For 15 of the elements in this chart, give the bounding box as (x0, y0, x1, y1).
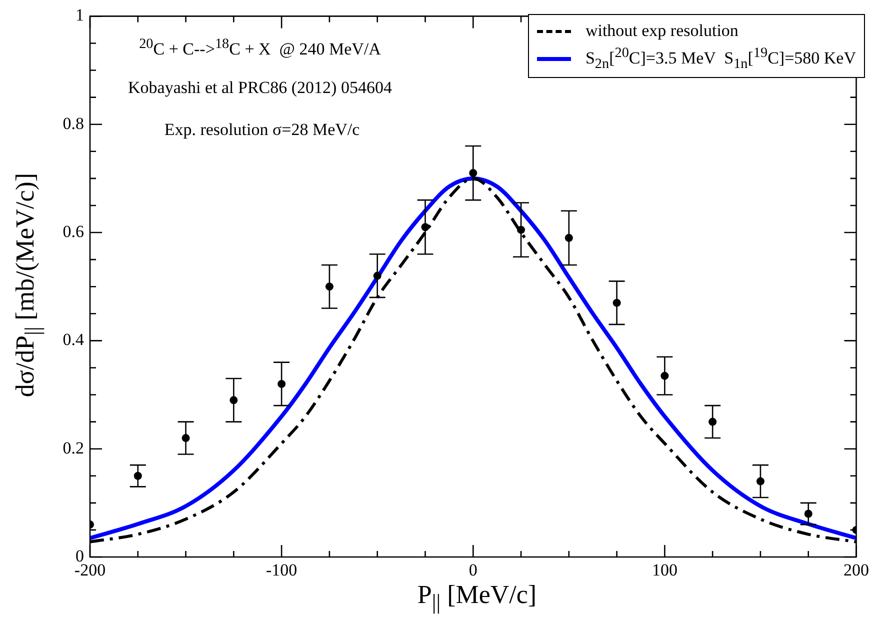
x-tick-label: -100 (266, 560, 298, 580)
y-tick-label: 0.8 (62, 114, 84, 133)
y-tick-label: 0.4 (62, 330, 84, 350)
annotation: Kobayashi et al PRC86 (2012) 054604 (128, 78, 392, 98)
y-tick-label: 1 (76, 6, 84, 25)
x-tick-label: 100 (652, 560, 678, 580)
y-tick-label: 0.6 (62, 222, 84, 241)
annotation: Exp. resolution σ=28 MeV/c (164, 120, 360, 140)
legend-label: without exp resolution (585, 21, 738, 41)
x-tick-label: 200 (844, 560, 869, 580)
x-axis-title: P$_{||}$ [MeV/c] (417, 580, 537, 616)
text: S$_{2n}$[$^{20}$C]=3.5 MeV S$_{1n}$[$^{19}$C]=580 KeV (585, 44, 856, 72)
x-tick-label: 0 (468, 560, 478, 580)
annotation: $^{20}$C + C-->$^{18}$C + X @ 240 MeV/A (139, 36, 381, 60)
y-tick-label: 0.2 (62, 438, 84, 458)
